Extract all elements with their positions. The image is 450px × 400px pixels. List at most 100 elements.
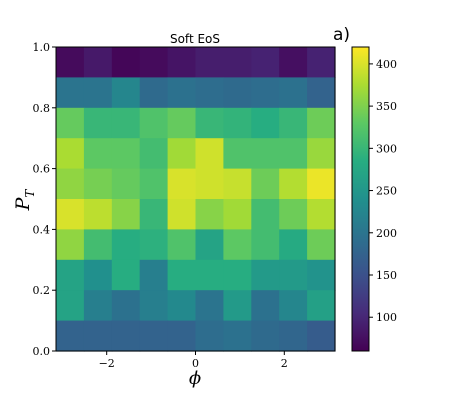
heatmap-cell bbox=[139, 47, 169, 78]
colorbar-tick-label: 150 bbox=[376, 269, 397, 282]
colorbar bbox=[351, 46, 370, 352]
colorbar-tick-label: 200 bbox=[376, 227, 397, 240]
heatmap-cell bbox=[83, 259, 113, 291]
heatmap-cell bbox=[223, 47, 252, 78]
heatmap-cell bbox=[195, 107, 224, 139]
colorbar-tick-label: 100 bbox=[376, 311, 397, 324]
heatmap-cell bbox=[167, 138, 197, 170]
heatmap-cell bbox=[251, 77, 280, 109]
heatmap-cell bbox=[139, 168, 169, 200]
heatmap-cell bbox=[83, 168, 113, 200]
y-axis: 0.0 0.2 0.4 0.6 0.8 1.0 bbox=[33, 41, 56, 358]
y-axis-label-sub: T bbox=[23, 189, 37, 198]
colorbar-ticks: 100 150 200 250 300 350 400 bbox=[369, 58, 397, 324]
heatmap-cell bbox=[167, 77, 197, 109]
colorbar-tick-label: 400 bbox=[376, 58, 397, 71]
heatmap-cell bbox=[223, 199, 252, 230]
heatmap-cell bbox=[139, 290, 169, 322]
heatmap-cell bbox=[279, 229, 308, 261]
heatmap-cell bbox=[56, 138, 85, 170]
heatmap-cell bbox=[167, 107, 197, 139]
y-tick-label: 0.2 bbox=[33, 284, 51, 297]
heatmap-cell bbox=[139, 259, 169, 291]
heatmap-cell bbox=[83, 290, 113, 322]
heatmap-cell bbox=[223, 320, 252, 352]
heatmap-cell bbox=[195, 77, 224, 109]
heatmap-cell bbox=[307, 259, 336, 291]
heatmap-cell bbox=[195, 168, 224, 200]
heatmap-cell bbox=[56, 229, 85, 261]
heatmap-cell bbox=[195, 138, 224, 170]
chart-title: Soft EoS bbox=[170, 32, 220, 46]
heatmap-cell bbox=[251, 229, 280, 261]
heatmap-cell bbox=[279, 138, 308, 170]
heatmap-cell bbox=[195, 229, 224, 261]
heatmap-cell bbox=[139, 107, 169, 139]
heatmap-cell bbox=[167, 320, 197, 352]
heatmap-cell bbox=[223, 229, 252, 261]
heatmap-cell bbox=[307, 77, 336, 109]
heatmap-cell bbox=[139, 199, 169, 230]
heatmap-cell bbox=[251, 259, 280, 291]
y-tick-label: 0.0 bbox=[33, 345, 51, 358]
y-tick-label: 1.0 bbox=[33, 41, 51, 54]
heatmap-cell bbox=[223, 138, 252, 170]
heatmap-cell bbox=[307, 107, 336, 139]
heatmap-cell bbox=[307, 168, 336, 200]
colorbar-tick-label: 300 bbox=[376, 142, 397, 155]
colorbar-tick-label: 350 bbox=[376, 100, 397, 113]
heatmap-cell bbox=[83, 77, 113, 109]
heatmap-cell bbox=[111, 199, 141, 230]
x-axis-label: ϕ bbox=[189, 368, 201, 389]
heatmap-cell bbox=[139, 77, 169, 109]
heatmap-cell bbox=[167, 229, 197, 261]
heatmap-cell bbox=[56, 320, 85, 352]
heatmap-cell bbox=[223, 168, 252, 200]
x-tick-label: 0 bbox=[192, 357, 199, 370]
heatmap-cell bbox=[223, 290, 252, 322]
y-tick-label: 0.6 bbox=[33, 163, 51, 176]
heatmap-cell bbox=[279, 77, 308, 109]
heatmap-cell bbox=[56, 47, 85, 78]
heatmap-cell bbox=[111, 168, 141, 200]
heatmap-cell bbox=[111, 107, 141, 139]
y-tick-label: 0.4 bbox=[33, 223, 51, 236]
heatmap-cell bbox=[307, 138, 336, 170]
heatmap-cell bbox=[307, 320, 336, 352]
heatmap-cell bbox=[279, 47, 308, 78]
heatmap-cell bbox=[279, 168, 308, 200]
heatmap-cell bbox=[56, 107, 85, 139]
heatmap-cell bbox=[251, 138, 280, 170]
x-tick-label: −2 bbox=[99, 357, 115, 370]
panel-label: a) bbox=[333, 25, 350, 45]
heatmap-cell bbox=[167, 168, 197, 200]
heatmap-cell bbox=[83, 107, 113, 139]
heatmap-cell bbox=[56, 259, 85, 291]
heatmap-cell bbox=[167, 47, 197, 78]
x-tick-label: 2 bbox=[281, 357, 288, 370]
heatmap-cell bbox=[279, 290, 308, 322]
y-axis-label-main: P bbox=[12, 196, 34, 211]
heatmap-cells bbox=[56, 47, 336, 352]
heatmap-cell bbox=[307, 199, 336, 230]
heatmap-cell bbox=[139, 320, 169, 352]
heatmap-cell bbox=[56, 168, 85, 200]
heatmap-cell bbox=[307, 229, 336, 261]
heatmap-cell bbox=[111, 47, 141, 78]
heatmap-cell bbox=[195, 47, 224, 78]
heatmap-cell bbox=[251, 199, 280, 230]
heatmap-cell bbox=[83, 138, 113, 170]
heatmap-cell bbox=[279, 259, 308, 291]
heatmap-cell bbox=[139, 229, 169, 261]
heatmap-cell bbox=[139, 138, 169, 170]
heatmap-cell bbox=[83, 229, 113, 261]
heatmap-cell bbox=[111, 320, 141, 352]
heatmap-cell bbox=[223, 259, 252, 291]
heatmap-cell bbox=[56, 290, 85, 322]
heatmap-cell bbox=[111, 229, 141, 261]
y-axis-label: PT bbox=[12, 189, 37, 212]
heatmap-cell bbox=[223, 107, 252, 139]
heatmap-cell bbox=[195, 199, 224, 230]
heatmap-cell bbox=[83, 47, 113, 78]
heatmap-cell bbox=[279, 320, 308, 352]
